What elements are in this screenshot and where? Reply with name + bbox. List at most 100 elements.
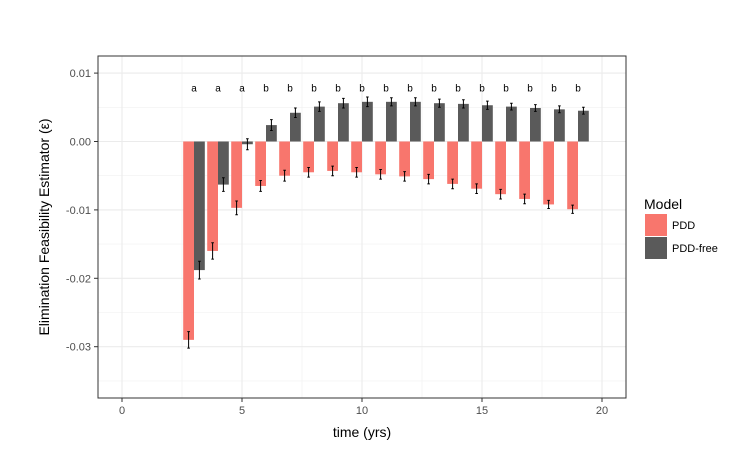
bar-pdd [375,141,386,175]
bar-pdd-free [362,101,373,142]
bar-pdd-free [410,101,421,142]
legend-label-pdd: PDD [672,220,695,232]
significance-label: b [407,83,413,94]
bar-pdd-free [578,110,589,142]
error-bar-pdd [499,188,502,200]
error-bar-pdd-free [462,99,465,109]
error-bar-pdd [187,331,190,349]
bar-pdd-free [554,109,565,142]
bar-pdd [207,141,218,251]
bar-pdd [471,141,482,189]
significance-label: b [575,83,581,94]
error-bar-pdd [547,199,550,210]
significance-label: b [335,83,341,94]
bar-pdd [303,141,314,173]
error-bar-pdd [451,178,454,190]
y-tick-label: 0.01 [70,68,91,80]
error-bars [187,96,585,349]
bar-pdd-free [530,107,541,142]
error-bar-pdd [259,179,262,192]
bar-pdd-free [218,141,229,185]
error-bar-pdd-free [390,97,393,107]
x-tick-label: 0 [119,405,125,417]
bar-pdd [327,141,338,171]
error-bar-pdd [427,173,430,185]
significance-label: b [263,83,269,94]
significance-label: b [311,83,317,94]
bar-pdd [231,141,242,208]
significance-label: b [287,83,293,94]
x-axis-ticks: 0 5 10 15 20 [119,398,608,417]
bars [183,101,589,340]
error-bar-pdd-free [366,96,369,108]
significance-label: b [503,83,509,94]
bar-pdd-free [338,103,349,142]
bar-pdd-free [458,103,469,142]
bar-pdd [351,141,362,173]
error-bar-pdd [523,193,526,205]
x-tick-label: 10 [356,405,368,417]
bar-pdd-free [314,106,325,142]
significance-label: b [479,83,485,94]
y-tick-label: -0.03 [66,342,91,354]
error-bar-pdd [211,242,214,260]
bar-pdd [399,141,410,177]
y-tick-label: -0.01 [66,205,91,217]
significance-label: b [455,83,461,94]
error-bar-pdd [307,166,310,178]
error-bar-pdd [403,171,406,182]
x-tick-label: 5 [239,405,245,417]
bar-pdd [447,141,458,184]
bar-pdd [495,141,506,195]
y-tick-label: 0.00 [70,137,91,149]
error-bar-pdd-free [222,177,225,192]
error-bar-pdd-free [294,107,297,119]
legend-key-pdd [645,214,667,236]
bar-pdd-free [266,125,277,142]
bar-pdd [543,141,554,205]
bar-pdd [255,141,266,186]
significance-label: b [383,83,389,94]
x-axis-title: time (yrs) [333,424,391,440]
bar-pdd-free [290,112,301,142]
error-bar-pdd [235,200,238,216]
error-bar-pdd-free [558,105,561,114]
bar-pdd-free [434,103,445,142]
error-bar-pdd [379,169,382,180]
legend: Model PDD PDD-free [644,196,718,259]
bar-pdd [279,141,290,176]
error-bar-pdd [475,183,478,194]
bar-pdd [423,141,434,180]
y-axis-ticks: 0.01 0.00 -0.01 -0.02 -0.03 [66,68,98,354]
error-bar-pdd-free [582,106,585,115]
y-tick-label: -0.02 [66,273,91,285]
significance-label: b [359,83,365,94]
error-bar-pdd-free [318,101,321,112]
bar-pdd [567,141,578,210]
error-bar-pdd [355,166,358,178]
significance-label: b [551,83,557,94]
y-axis-title: Elimination Feasibility Estimator (ε) [36,118,52,335]
legend-key-pdd-free [645,237,667,259]
significance-label: a [215,83,221,94]
x-tick-label: 15 [476,405,488,417]
error-bar-pdd-free [438,98,441,108]
x-tick-label: 20 [596,405,608,417]
significance-label: a [239,83,245,94]
significance-label: b [431,83,437,94]
bar-pdd-free [482,105,493,142]
error-bar-pdd-free [270,119,273,132]
bar-pdd [519,141,530,199]
bar-pdd-free [506,106,517,142]
bar-pdd-free [194,141,205,271]
error-bar-pdd [331,165,334,177]
error-bar-pdd [571,204,574,214]
significance-label: b [527,83,533,94]
legend-title: Model [644,196,682,212]
bar-pdd [183,141,194,340]
error-bar-pdd-free [342,97,345,109]
error-bar-pdd-free [414,97,417,107]
error-bar-pdd-free [246,138,249,151]
